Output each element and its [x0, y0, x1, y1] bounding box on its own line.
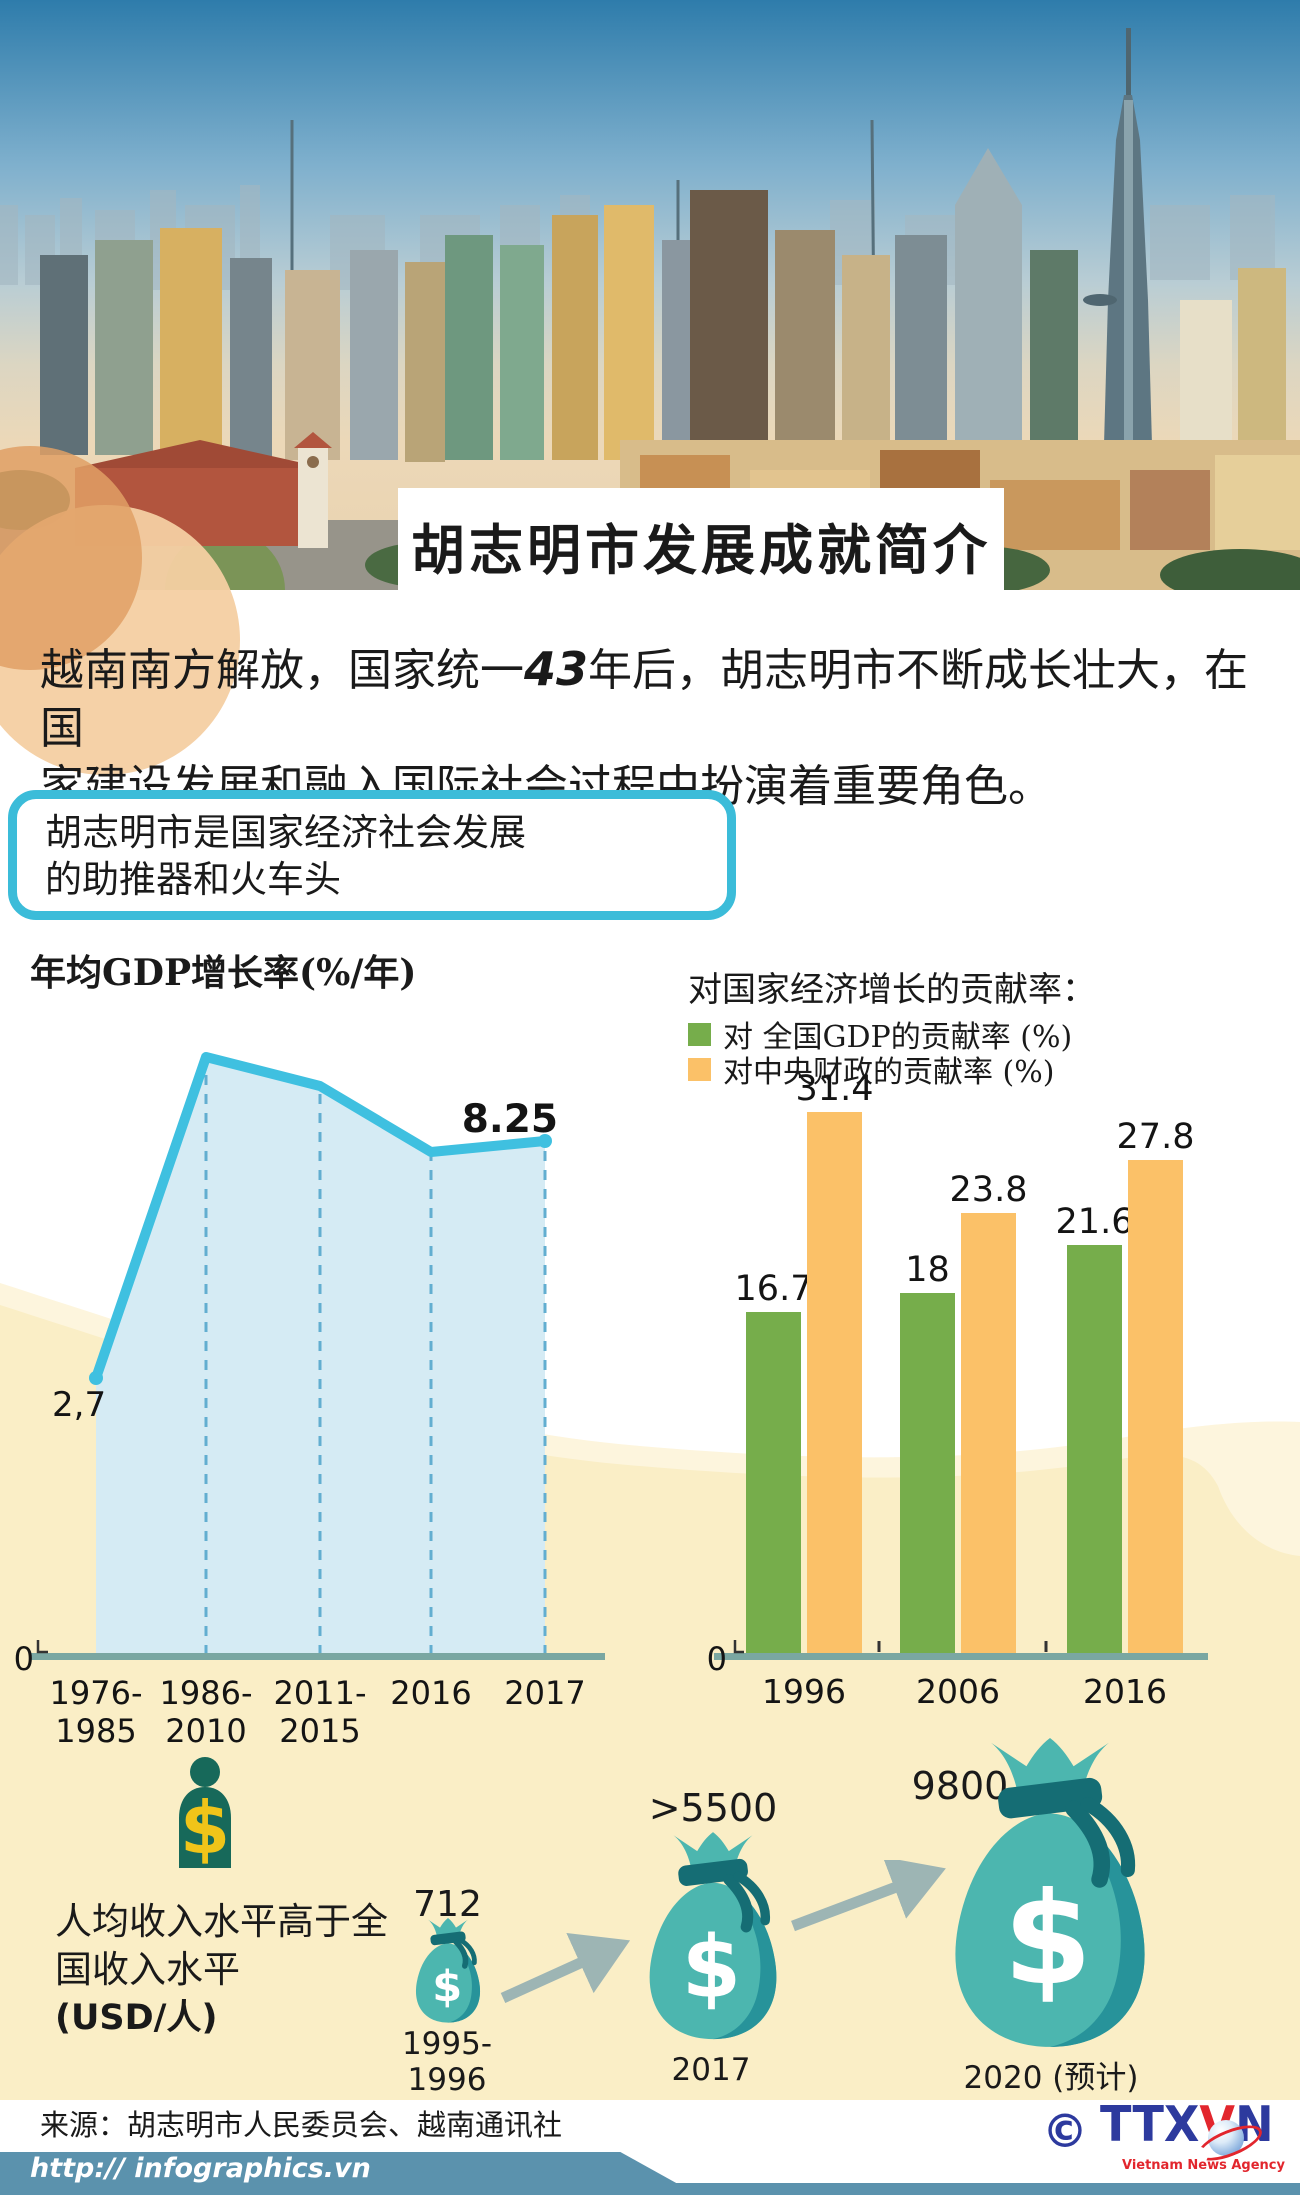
page-title: 胡志明市发展成就简介	[411, 517, 991, 582]
income-value-2017: >5500	[648, 1786, 778, 1830]
income-period-2020: 2020 (预计)	[963, 2060, 1139, 2096]
income-heading-line2: 国收入水平	[55, 1948, 240, 1991]
vna-subtext: Vietnam News Agency	[1121, 2158, 1285, 2173]
ttxvn-ttx: TTX	[1100, 2096, 1200, 2153]
legend-label-budget: 对中央财政的贡献率 (%)	[723, 1055, 1055, 1090]
highlight-line1: 胡志明市是国家经济社会发展	[45, 811, 526, 854]
contribution-chart-title: 对国家经济增长的贡献率：	[688, 970, 1096, 1010]
income-period-2017: 2017	[671, 2052, 751, 2088]
intro-highlight-number: 43	[524, 642, 589, 696]
gdp-chart-title: 年均GDP增长率(%/年)	[30, 952, 417, 994]
intro-line1-pre: 越南南方解放，国家统一	[40, 645, 524, 696]
legend-label-gdp: 对 全国GDP的贡献率 (%)	[723, 1020, 1073, 1055]
infographics-url: http:// infographics.vn	[30, 2152, 371, 2184]
money-bag-medium: $	[649, 1832, 777, 2040]
income-heading-line3: (USD/人)	[55, 1998, 218, 2038]
income-value-2020: 9800	[911, 1764, 1009, 1808]
svg-text:8.25: 8.25	[462, 1097, 558, 1142]
legend-row-gdp: 对 全国GDP的贡献率 (%)	[688, 1012, 1072, 1056]
svg-text:23.8: 23.8	[950, 1170, 1028, 1210]
svg-text:27.8: 27.8	[1117, 1117, 1195, 1157]
highlight-box: 胡志明市是国家经济社会发展 的助推器和火车头	[8, 790, 736, 920]
url-bar: http:// infographics.vn	[0, 2152, 678, 2184]
svg-text:$: $	[682, 1918, 741, 2017]
legend-swatch-green	[688, 1022, 711, 1046]
intro-line1-post: 年后，胡志明市不断成长壮大，在国	[40, 645, 1249, 754]
svg-text:$: $	[180, 1786, 230, 1868]
copyright-icon: ©	[1042, 2104, 1088, 2158]
svg-text:$: $	[432, 1962, 462, 2012]
growth-arrow-1	[500, 1933, 631, 2004]
income-heading: 人均收入水平高于全 国收入水平 (USD/人)	[55, 1898, 388, 2042]
ben-thanh-market	[75, 432, 332, 548]
svg-text:21.6: 21.6	[1056, 1202, 1134, 1242]
legend-swatch-orange	[688, 1057, 711, 1081]
globe-icon	[1208, 2120, 1244, 2156]
money-bag-small: $	[415, 1918, 481, 2023]
income-heading-line1: 人均收入水平高于全	[55, 1900, 388, 1943]
income-value-1995: 712	[413, 1884, 482, 1925]
growth-arrow-2	[791, 1860, 946, 1932]
ttxvn-logo: © TTXVN Vietnam News Agency	[1040, 2096, 1285, 2180]
title-box: 胡志明市发展成就简介	[398, 488, 1004, 602]
money-bag-large: $	[955, 1738, 1145, 2047]
source-line: 来源：胡志明市人民委员会、越南通讯社	[40, 2108, 563, 2142]
bottom-strip	[0, 2183, 1300, 2195]
income-period-1995: 1995-1996	[401, 2026, 493, 2098]
person-dollar-icon: $	[179, 1757, 231, 1868]
midrise-buildings	[40, 148, 1286, 503]
highlight-line2: 的助推器和火车头	[45, 858, 341, 901]
svg-text:$: $	[1003, 1866, 1092, 2014]
legend-row-budget: 对中央财政的贡献率 (%)	[688, 1047, 1054, 1091]
